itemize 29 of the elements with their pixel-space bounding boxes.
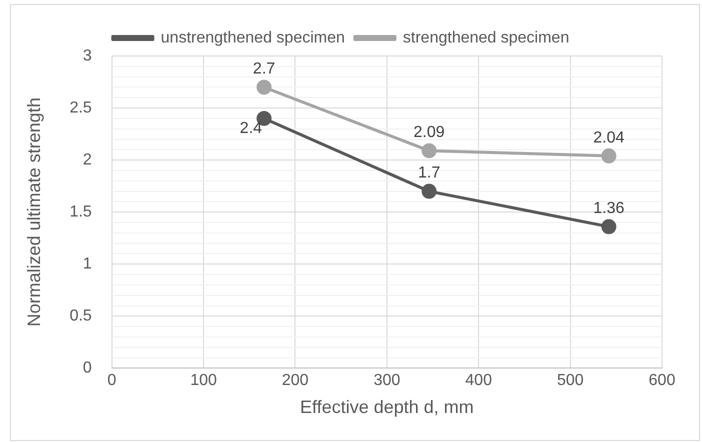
y-tick-label: 1.5 <box>70 204 92 221</box>
y-tick-label: 0 <box>82 360 92 377</box>
x-tick-label: 500 <box>556 372 584 390</box>
x-tick-label: 400 <box>465 372 492 390</box>
data-label: 1.36 <box>593 200 624 218</box>
data-label: 1.7 <box>418 164 440 182</box>
data-label: 2.4 <box>240 120 262 137</box>
point <box>601 219 616 234</box>
y-tick-label: 2.5 <box>70 99 92 116</box>
data-label: 2.09 <box>414 124 445 142</box>
x-axis-title: Effective depth d, mm <box>300 397 474 418</box>
point <box>601 148 616 164</box>
y-tick-label: 3 <box>82 47 92 64</box>
y-tick-label: 2 <box>82 151 92 168</box>
data-label: 2.04 <box>593 129 624 146</box>
point <box>422 143 437 158</box>
x-tick-label: 600 <box>648 372 676 390</box>
x-tick-label: 100 <box>190 372 217 390</box>
y-axis-title: Normalized ultimate strength <box>24 98 44 327</box>
x-tick-label: 0 <box>107 372 116 390</box>
point <box>422 184 437 199</box>
point <box>256 80 272 95</box>
legend-label: strengthened specimen <box>402 29 570 46</box>
y-tick-label: 0.5 <box>70 308 92 325</box>
x-tick-label: 200 <box>282 372 309 390</box>
y-tick-label: 1 <box>82 256 92 273</box>
legend-label: unstrengthened specimen <box>160 29 345 46</box>
x-tick-label: 300 <box>374 372 400 390</box>
data-label: 2.7 <box>252 60 276 78</box>
